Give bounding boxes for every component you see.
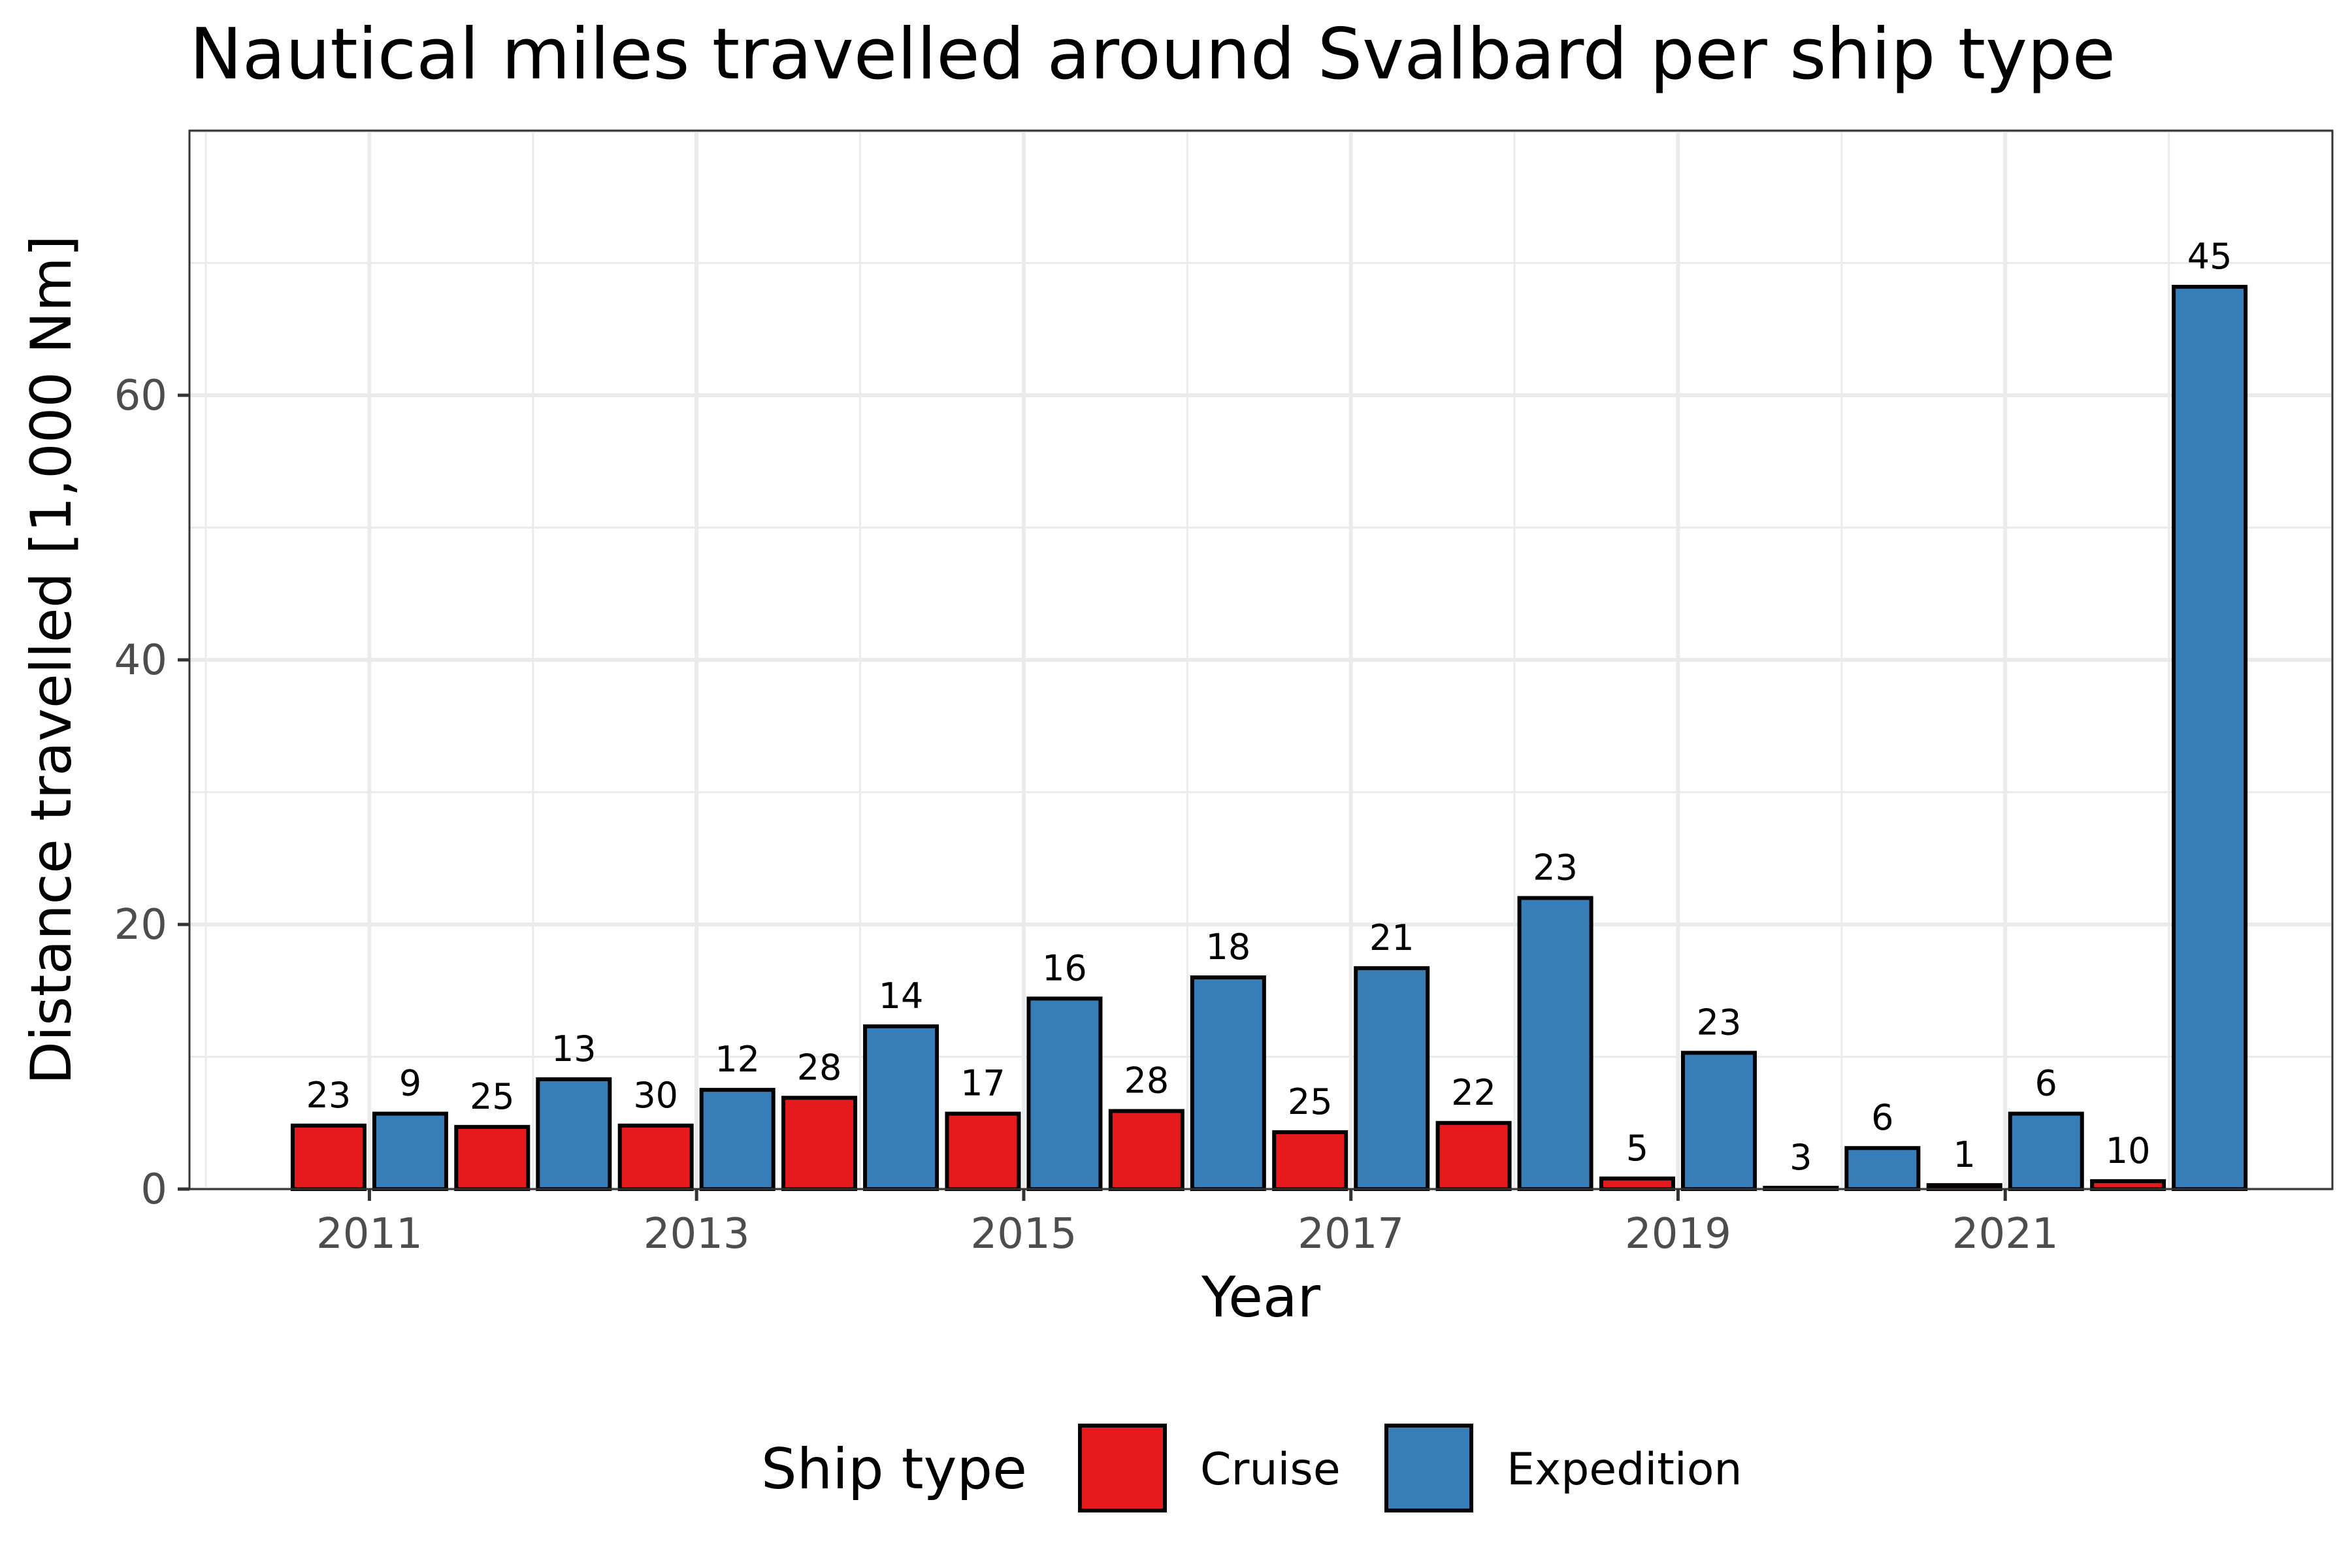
bar-cruise-2016	[1108, 1109, 1184, 1192]
data-label-cruise-2020: 3	[1789, 1137, 1812, 1178]
bar-expedition-2020	[1844, 1146, 1921, 1191]
bar-cruise-2014	[781, 1096, 858, 1192]
x-axis-title: Year	[1201, 1265, 1321, 1330]
data-label-cruise-2022: 10	[2106, 1130, 2151, 1171]
x-tick-label: 2013	[644, 1210, 750, 1258]
bar-cruise-2018	[1435, 1120, 1512, 1191]
legend-label-expedition: Expedition	[1507, 1444, 1742, 1495]
bar-expedition-2014	[863, 1024, 939, 1192]
data-label-expedition-2020: 6	[1871, 1097, 1893, 1138]
data-label-expedition-2015: 16	[1042, 947, 1087, 988]
legend: Ship type Cruise Expedition	[761, 1424, 1742, 1512]
bars	[290, 284, 2248, 1192]
x-axis: 2011 2013 2015 2017 2019 2021	[316, 1189, 2059, 1258]
bar-cruise-2022	[2090, 1179, 2166, 1191]
bar-expedition-2012	[536, 1077, 612, 1192]
data-label-cruise-2013: 30	[633, 1075, 678, 1116]
y-tick-label: 40	[114, 636, 167, 685]
bar-expedition-2019	[1680, 1051, 1757, 1192]
data-label-cruise-2011: 23	[306, 1075, 351, 1116]
bar-expedition-2021	[2008, 1111, 2084, 1191]
chart-title: Nautical miles travelled around Svalbard…	[189, 14, 2115, 95]
data-label-expedition-2022: 45	[2187, 236, 2232, 277]
data-label-cruise-2012: 25	[470, 1076, 515, 1117]
data-label-cruise-2016: 28	[1124, 1060, 1169, 1102]
data-label-expedition-2021: 6	[2035, 1063, 2057, 1104]
bar-cruise-2017	[1272, 1130, 1348, 1192]
data-label-cruise-2021: 1	[1953, 1134, 1976, 1175]
y-axis: 0 20 40 60	[114, 372, 189, 1214]
data-label-expedition-2016: 18	[1205, 926, 1250, 968]
data-label-expedition-2017: 21	[1369, 917, 1414, 958]
y-tick-label: 60	[114, 372, 167, 420]
bar-expedition-2018	[1517, 896, 1593, 1191]
y-tick-label: 20	[114, 901, 167, 949]
data-label-expedition-2014: 14	[879, 975, 924, 1017]
x-tick-label: 2011	[316, 1210, 423, 1258]
data-label-expedition-2013: 12	[715, 1039, 760, 1080]
bar-expedition-2011	[372, 1111, 448, 1191]
bar-cruise-2019	[1599, 1176, 1675, 1192]
bar-cruise-2011	[290, 1123, 367, 1192]
bar-cruise-2012	[454, 1124, 531, 1191]
bar-cruise-2015	[945, 1111, 1021, 1191]
data-label-expedition-2011: 9	[399, 1063, 421, 1104]
legend-title: Ship type	[761, 1437, 1027, 1502]
legend-label-cruise: Cruise	[1200, 1444, 1341, 1495]
data-label-cruise-2018: 22	[1451, 1072, 1496, 1113]
y-axis-title: Distance travelled [1,000 Nm]	[19, 235, 84, 1085]
data-label-cruise-2014: 28	[797, 1047, 842, 1088]
data-label-expedition-2019: 23	[1697, 1002, 1742, 1043]
legend-key-cruise	[1078, 1424, 1167, 1512]
bar-expedition-2022	[2172, 284, 2248, 1192]
data-label-cruise-2017: 25	[1288, 1081, 1333, 1122]
x-tick-label: 2015	[971, 1210, 1077, 1258]
bar-cruise-2013	[617, 1123, 694, 1192]
bar-expedition-2013	[699, 1088, 776, 1191]
data-label-cruise-2019: 5	[1626, 1128, 1648, 1169]
x-tick-label: 2019	[1625, 1210, 1731, 1258]
x-tick-label: 2021	[1952, 1210, 2059, 1258]
bar-expedition-2017	[1354, 966, 1430, 1191]
bar-expedition-2016	[1190, 975, 1266, 1191]
y-tick-label: 0	[140, 1166, 167, 1214]
data-label-expedition-2018: 23	[1533, 847, 1578, 889]
data-label-cruise-2015: 17	[960, 1063, 1005, 1104]
x-tick-label: 2017	[1298, 1210, 1404, 1258]
data-label-expedition-2012: 13	[551, 1028, 596, 1070]
legend-key-expedition	[1384, 1424, 1473, 1512]
bar-expedition-2015	[1026, 996, 1103, 1192]
